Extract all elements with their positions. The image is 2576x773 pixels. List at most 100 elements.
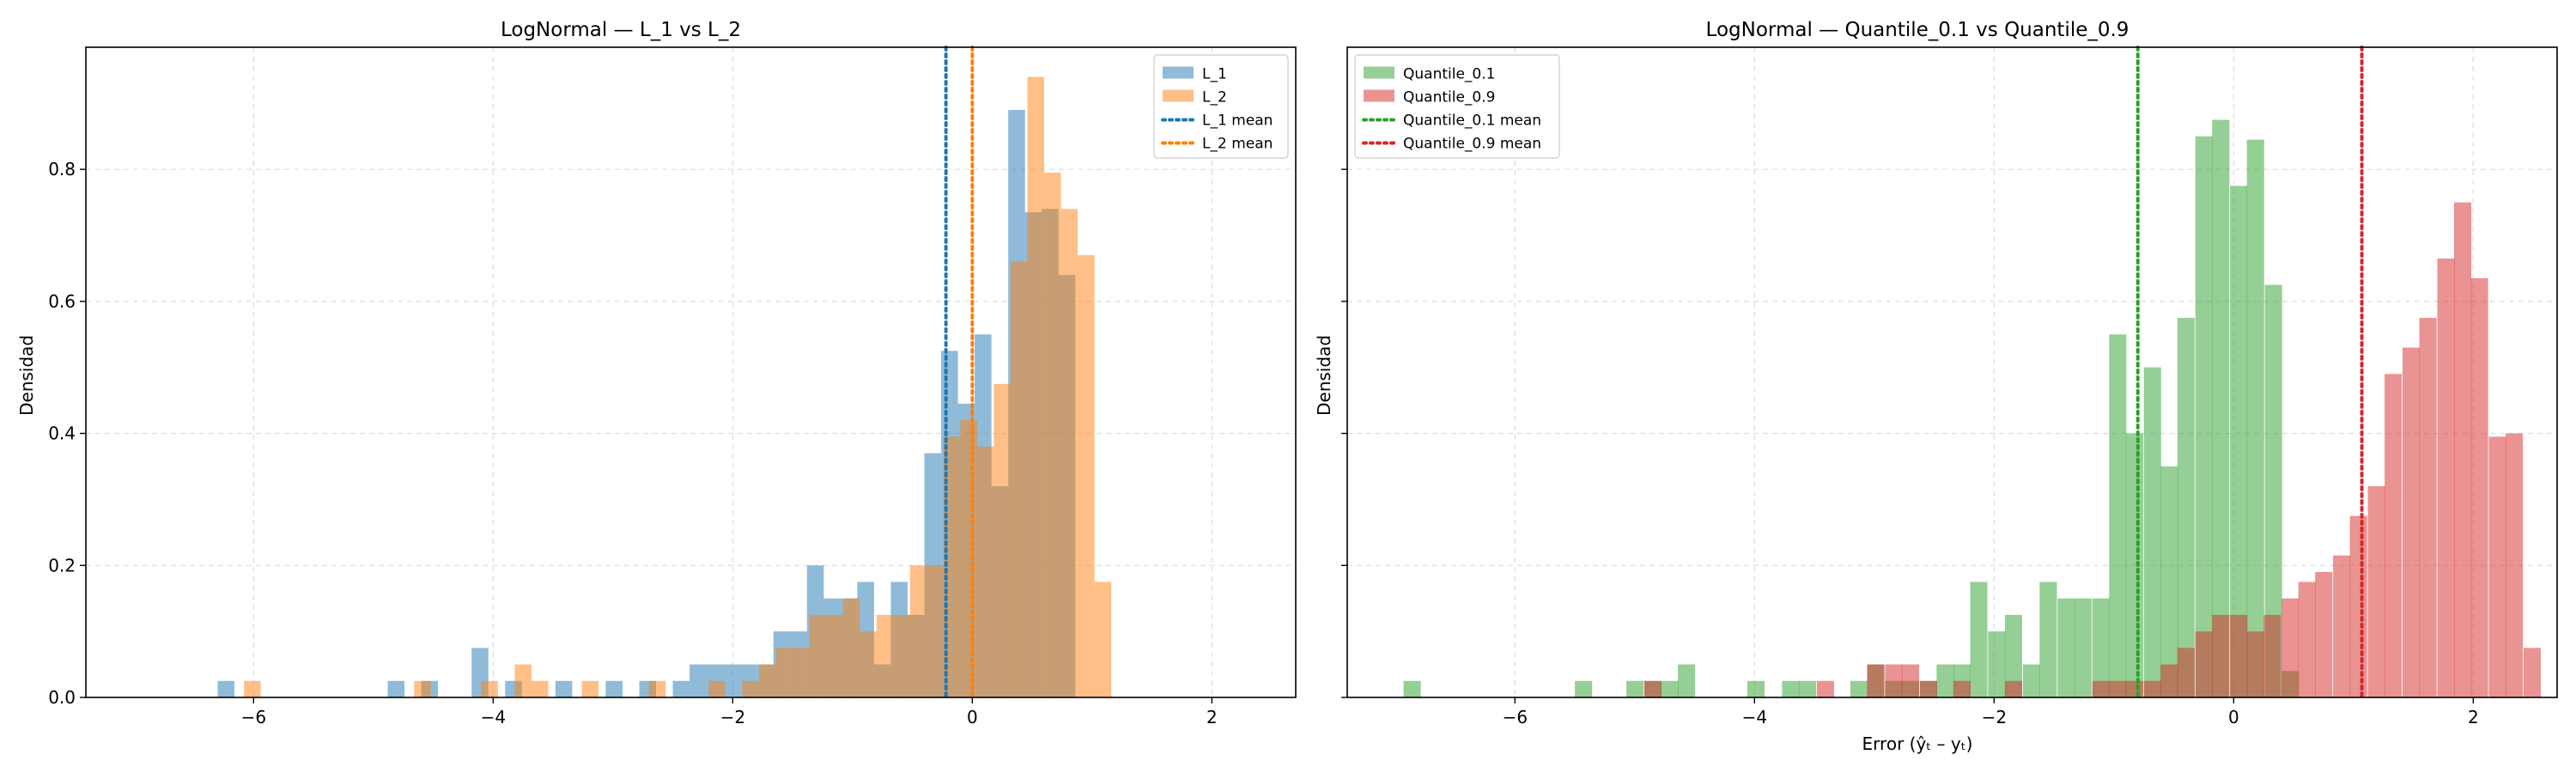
histogram-bar <box>1643 680 1662 697</box>
legend-box <box>1153 54 1289 159</box>
histogram-bar <box>2143 367 2161 697</box>
x-tick-label: −4 <box>1742 707 1767 727</box>
legend-label: Quantile_0.1 mean <box>1403 113 1541 130</box>
legend-box <box>1354 54 1560 159</box>
histogram-bar <box>759 664 776 697</box>
histogram-bar <box>927 565 944 697</box>
histogram-bar <box>809 614 827 697</box>
histogram-bar <box>1626 680 1644 697</box>
x-tick-label: 0 <box>967 707 978 727</box>
histogram-bar <box>690 664 707 697</box>
histogram-bar <box>387 680 405 697</box>
histogram-bar <box>1885 664 1903 697</box>
histogram-bar <box>976 446 994 697</box>
histogram-bar <box>2125 680 2143 697</box>
y-axis-label-left: Densidad <box>16 335 37 416</box>
histogram-bar <box>2230 186 2248 697</box>
histogram-bar <box>2212 614 2230 697</box>
axes-frame <box>1346 46 2558 698</box>
histogram-bar <box>605 680 623 697</box>
histogram-bar <box>1010 261 1028 697</box>
histogram-bar <box>217 680 234 697</box>
histogram-bar <box>1867 664 1885 697</box>
histogram-bar <box>2004 614 2022 697</box>
histogram-bar <box>1060 209 1078 698</box>
histogram-bar <box>2333 555 2351 697</box>
chart-panel-left: LogNormal — L_1 vs L_2 −6 −4 −2 0 2 0.0 0.2 0.4… <box>48 19 1297 727</box>
legend-label: L_2 <box>1202 89 1227 107</box>
legend: L_1 L_2 L_1 mean L_2 mean <box>1153 54 1289 159</box>
histogram-bar <box>2349 515 2367 697</box>
histogram-bar <box>244 680 261 697</box>
histogram-bar <box>1936 664 1954 697</box>
x-tick-label: −4 <box>481 707 506 727</box>
histogram-bar <box>414 680 431 697</box>
histogram-bar <box>1970 581 1988 697</box>
legend-swatch <box>1364 89 1394 102</box>
histogram-bar <box>2004 680 2022 697</box>
histogram-bar <box>2092 598 2110 697</box>
histogram-bar <box>648 680 666 697</box>
y-axis-label-right: Densidad <box>1314 335 1334 416</box>
histogram-bar <box>2470 277 2488 697</box>
legend-label: L_2 mean <box>1202 136 1273 153</box>
histogram-bar <box>943 436 961 697</box>
histogram-bar <box>531 680 549 697</box>
chart-title-right: LogNormal — Quantile_0.1 vs Quantile_0.9 <box>1706 19 2129 41</box>
histogram-bar <box>826 614 843 697</box>
legend-label: Quantile_0.9 <box>1403 89 1495 107</box>
histogram-bar <box>2177 318 2195 697</box>
legend-swatch <box>1163 89 1194 102</box>
histogram-bar <box>2195 136 2213 697</box>
plot-area <box>1347 46 2557 699</box>
histogram-bar <box>2109 334 2127 697</box>
histogram-bar <box>2022 664 2040 697</box>
series-Quantile_0.9 <box>1643 202 2542 697</box>
histogram-bar <box>2488 436 2506 697</box>
histogram-bar <box>2403 347 2421 697</box>
histogram-bar <box>1782 680 1800 697</box>
histogram-bar <box>2212 119 2230 697</box>
histogram-bar <box>2437 258 2455 697</box>
histogram-bar <box>708 680 726 697</box>
y-tick-label: 0.0 <box>48 687 76 708</box>
histogram-bar <box>2039 581 2057 697</box>
histogram-bar <box>2177 648 2195 697</box>
histogram-bar <box>2419 318 2437 697</box>
histogram-bar <box>2195 631 2213 697</box>
histogram-bar <box>1078 255 1095 697</box>
x-tick-label: 2 <box>1206 707 1218 727</box>
histogram-bar <box>2092 680 2110 697</box>
histogram-bar <box>2298 581 2316 697</box>
histogram-bar <box>1661 680 1679 697</box>
histogram-bar <box>2506 433 2524 697</box>
legend-label: Quantile_0.1 <box>1403 66 1495 83</box>
histogram-bar <box>2246 139 2264 698</box>
legend: Quantile_0.1 Quantile_0.9 Quantile_0.1 mea… <box>1354 54 1560 159</box>
histogram-bar <box>1094 581 1112 697</box>
chart-panel-right: LogNormal — Quantile_0.1 vs Quantile_0.9… <box>1341 19 2558 754</box>
histogram-bar <box>775 648 793 697</box>
histogram-bar <box>2057 598 2075 697</box>
histogram-bar <box>2230 614 2248 697</box>
histogram-bar <box>672 680 690 697</box>
histogram-bar <box>842 598 860 697</box>
x-tick-label: 2 <box>2468 707 2479 727</box>
histogram-bar <box>742 680 760 697</box>
histogram-bar <box>2160 664 2178 697</box>
series-L_2 <box>244 76 1112 698</box>
plot-area <box>86 46 1296 699</box>
histogram-bar <box>2074 598 2092 697</box>
histogram-bar <box>1901 664 1919 697</box>
histogram-bar <box>1575 680 1593 697</box>
x-tick-label: −2 <box>1982 707 2007 727</box>
histogram-bar <box>2315 571 2333 697</box>
legend-swatch <box>1364 66 1394 79</box>
histogram-bar <box>993 383 1011 697</box>
histogram-bar <box>481 680 498 697</box>
histogram-bar <box>1027 76 1045 698</box>
histogram-bar <box>723 664 740 697</box>
histogram-bar <box>581 680 599 697</box>
histogram-bar <box>1747 680 1765 697</box>
